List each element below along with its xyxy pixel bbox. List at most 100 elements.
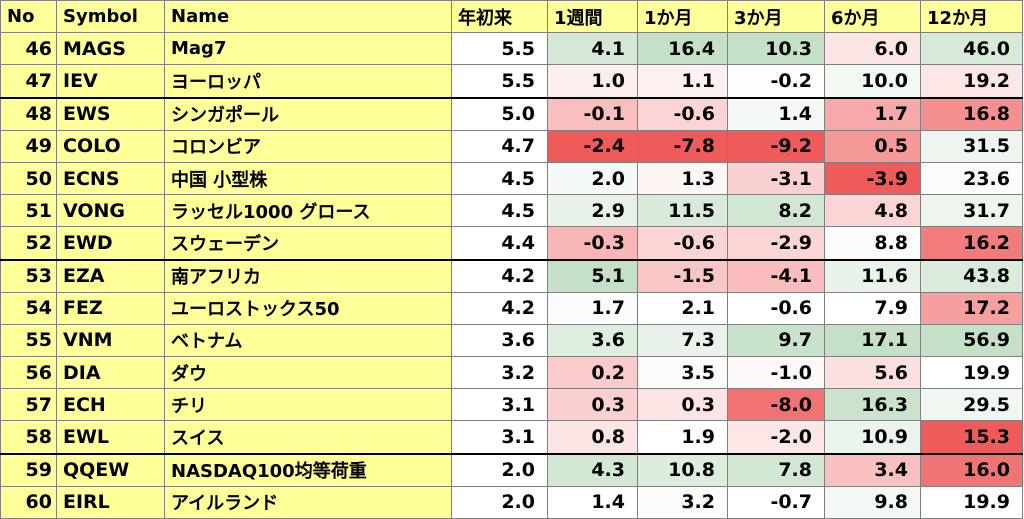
table-row: 53 EZA 南アフリカ 4.2 5.1 -1.5 -4.1 11.6 43.8	[0, 258, 1023, 293]
cell-return: 19.9	[920, 356, 1023, 390]
cell-no: 46	[0, 32, 57, 66]
table-row: 59 QQEW NASDAQ100均等荷重 2.0 4.3 10.8 7.8 3.4 16.0	[0, 452, 1023, 487]
cell-return: 31.7	[920, 194, 1023, 228]
cell-name: ダウ	[164, 356, 452, 390]
header-12m: 12か月	[920, 0, 1023, 34]
cell-no: 52	[0, 226, 57, 260]
cell-return: 9.7	[727, 323, 825, 358]
cell-return: 8.8	[824, 226, 921, 260]
cell-return: 5.5	[451, 32, 548, 66]
cell-symbol: COLO	[56, 129, 165, 163]
cell-return: -0.7	[727, 485, 825, 519]
cell-no: 50	[0, 161, 57, 196]
cell-return: 5.6	[824, 356, 921, 390]
cell-symbol: QQEW	[56, 452, 165, 487]
cell-no: 60	[0, 485, 57, 519]
cell-name: 南アフリカ	[164, 258, 452, 293]
cell-name: NASDAQ100均等荷重	[164, 452, 452, 487]
table-row: 52 EWD スウェーデン 4.4 -0.3 -0.6 -2.9 8.8 16.2	[0, 226, 1023, 260]
cell-return: 4.5	[451, 194, 548, 228]
cell-return: 4.7	[451, 129, 548, 163]
cell-return: 4.2	[451, 291, 548, 325]
cell-return: -0.1	[547, 96, 638, 131]
cell-return: -8.0	[727, 388, 825, 422]
cell-name: シンガポール	[164, 96, 452, 131]
header-row: No Symbol Name 年初来 1週間 1か月 3か月 6か月 12か月	[0, 0, 1023, 34]
cell-no: 54	[0, 291, 57, 325]
table-row: 56 DIA ダウ 3.2 0.2 3.5 -1.0 5.6 19.9	[0, 356, 1023, 390]
cell-no: 59	[0, 452, 57, 487]
cell-return: 19.2	[920, 64, 1023, 99]
cell-symbol: EZA	[56, 258, 165, 293]
cell-return: -1.0	[727, 356, 825, 390]
cell-name: Mag7	[164, 32, 452, 66]
cell-return: 4.3	[547, 452, 638, 487]
cell-return: 0.5	[824, 129, 921, 163]
cell-no: 47	[0, 64, 57, 99]
cell-return: -3.9	[824, 161, 921, 196]
cell-name: アイルランド	[164, 485, 452, 519]
cell-return: 16.8	[920, 96, 1023, 131]
header-1w: 1週間	[547, 0, 638, 34]
cell-return: 4.1	[547, 32, 638, 66]
table-row: 57 ECH チリ 3.1 0.3 0.3 -8.0 16.3 29.5	[0, 388, 1023, 422]
table-row: 60 EIRL アイルランド 2.0 1.4 3.2 -0.7 9.8 19.9	[0, 485, 1023, 519]
cell-return: 10.3	[727, 32, 825, 66]
cell-return: 4.8	[824, 194, 921, 228]
cell-return: 4.5	[451, 161, 548, 196]
cell-return: 7.3	[637, 323, 728, 358]
cell-return: 11.5	[637, 194, 728, 228]
cell-return: 56.9	[920, 323, 1023, 358]
cell-return: 16.0	[920, 452, 1023, 487]
cell-name: ヨーロッパ	[164, 64, 452, 99]
table-row: 47 IEV ヨーロッパ 5.5 1.0 1.1 -0.2 10.0 19.2	[0, 64, 1023, 99]
header-3m: 3か月	[727, 0, 825, 34]
cell-return: 23.6	[920, 161, 1023, 196]
cell-no: 56	[0, 356, 57, 390]
header-name: Name	[164, 0, 452, 34]
cell-name: スイス	[164, 420, 452, 455]
cell-no: 58	[0, 420, 57, 455]
cell-return: 17.2	[920, 291, 1023, 325]
header-1m: 1か月	[637, 0, 728, 34]
cell-symbol: IEV	[56, 64, 165, 99]
cell-return: 3.5	[637, 356, 728, 390]
table-row: 55 VNM ベトナム 3.6 3.6 7.3 9.7 17.1 56.9	[0, 323, 1023, 358]
cell-return: -9.2	[727, 129, 825, 163]
cell-return: -0.6	[637, 226, 728, 260]
cell-return: 3.2	[451, 356, 548, 390]
cell-return: -2.4	[547, 129, 638, 163]
cell-return: -7.8	[637, 129, 728, 163]
cell-return: 3.6	[547, 323, 638, 358]
cell-return: -0.3	[547, 226, 638, 260]
cell-name: ユーロストックス50	[164, 291, 452, 325]
cell-symbol: VONG	[56, 194, 165, 228]
cell-return: 4.4	[451, 226, 548, 260]
cell-return: 0.8	[547, 420, 638, 455]
cell-return: 3.1	[451, 388, 548, 422]
cell-return: 15.3	[920, 420, 1023, 455]
cell-symbol: EIRL	[56, 485, 165, 519]
cell-return: 2.0	[547, 161, 638, 196]
cell-no: 55	[0, 323, 57, 358]
table-row: 49 COLO コロンビア 4.7 -2.4 -7.8 -9.2 0.5 31.5	[0, 129, 1023, 163]
cell-return: 1.4	[547, 485, 638, 519]
cell-symbol: EWS	[56, 96, 165, 131]
cell-return: 3.1	[451, 420, 548, 455]
cell-return: 1.7	[824, 96, 921, 131]
cell-symbol: ECNS	[56, 161, 165, 196]
cell-return: 7.9	[824, 291, 921, 325]
table-row: 46 MAGS Mag7 5.5 4.1 16.4 10.3 6.0 46.0	[0, 32, 1023, 66]
cell-return: 9.8	[824, 485, 921, 519]
cell-return: 46.0	[920, 32, 1023, 66]
header-symbol: Symbol	[56, 0, 165, 34]
cell-return: 1.9	[637, 420, 728, 455]
cell-return: 2.0	[451, 485, 548, 519]
cell-return: 29.5	[920, 388, 1023, 422]
cell-return: 2.9	[547, 194, 638, 228]
table-row: 50 ECNS 中国 小型株 4.5 2.0 1.3 -3.1 -3.9 23.6	[0, 161, 1023, 196]
cell-no: 57	[0, 388, 57, 422]
cell-symbol: MAGS	[56, 32, 165, 66]
cell-return: -0.6	[637, 96, 728, 131]
